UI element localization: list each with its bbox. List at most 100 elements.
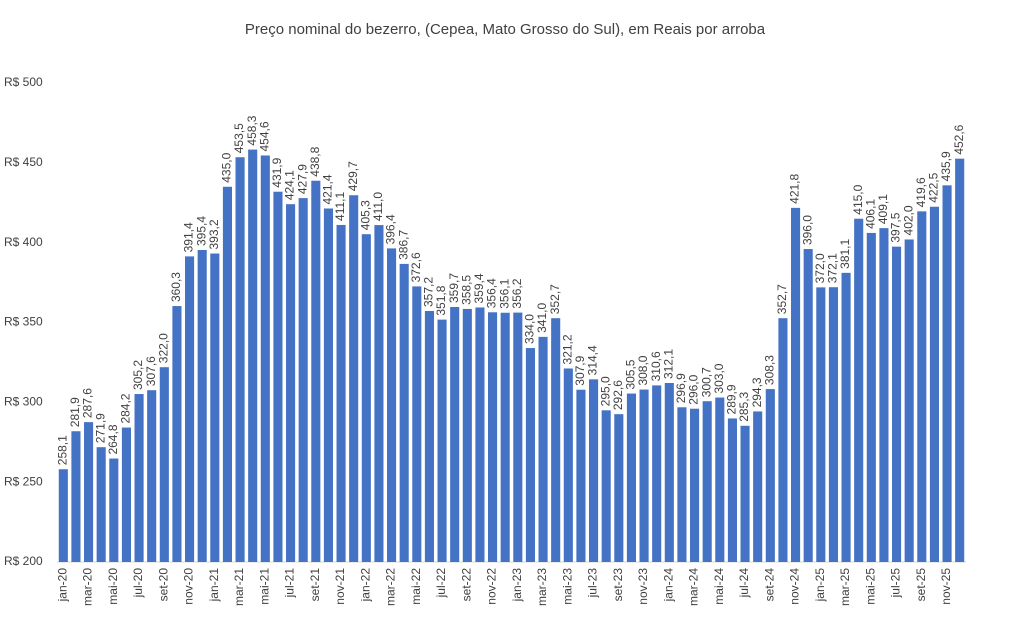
bar <box>740 425 750 562</box>
x-tick-label: jan-21 <box>207 568 221 603</box>
x-tick-label: set-22 <box>459 568 473 602</box>
x-tick-label: mar-21 <box>232 568 246 606</box>
data-label: 296,9 <box>674 373 688 403</box>
bar <box>929 206 939 562</box>
bar <box>298 198 308 562</box>
x-tick-label: jul-21 <box>283 568 297 599</box>
x-tick-label: nov-23 <box>636 568 650 605</box>
bar <box>424 311 434 562</box>
data-label: 405,3 <box>358 200 372 230</box>
bar <box>778 318 788 562</box>
bar <box>197 250 207 562</box>
bar <box>576 389 586 562</box>
bar <box>488 312 498 562</box>
data-label: 303,0 <box>712 363 726 393</box>
data-label: 359,7 <box>447 273 461 303</box>
bar <box>904 239 914 562</box>
data-label: 409,1 <box>876 194 890 224</box>
bar <box>374 225 384 562</box>
bar <box>147 390 157 562</box>
bar <box>765 389 775 562</box>
data-label: 258,1 <box>55 435 69 465</box>
data-label: 307,9 <box>573 355 587 385</box>
bar <box>185 256 195 562</box>
bar <box>121 427 131 562</box>
data-label: 458,3 <box>245 115 259 145</box>
data-label: 271,9 <box>93 413 107 443</box>
bar <box>159 367 169 562</box>
bar <box>753 411 763 562</box>
data-label: 352,7 <box>548 284 562 314</box>
bar <box>286 204 296 562</box>
bar <box>109 458 119 562</box>
bar <box>955 158 965 562</box>
data-label: 372,1 <box>826 253 840 283</box>
data-label: 402,0 <box>901 205 915 235</box>
data-label: 358,5 <box>459 275 473 305</box>
bar <box>58 469 68 562</box>
data-label: 341,0 <box>535 303 549 333</box>
x-tick-label: jul-22 <box>434 568 448 599</box>
bar <box>450 307 460 562</box>
data-label: 431,9 <box>270 157 284 187</box>
data-label: 292,6 <box>611 380 625 410</box>
bar <box>248 149 258 562</box>
x-tick-label: mai-20 <box>106 568 120 605</box>
bar <box>879 228 889 562</box>
bar <box>816 287 826 562</box>
data-label: 429,7 <box>346 161 360 191</box>
bar <box>942 185 952 563</box>
data-label: 356,4 <box>485 278 499 308</box>
x-tick-label: mar-24 <box>687 568 701 606</box>
data-label: 308,0 <box>636 355 650 385</box>
x-tick-label: set-23 <box>611 568 625 602</box>
bar <box>715 397 725 562</box>
bar <box>349 195 359 562</box>
bar <box>222 186 232 563</box>
bar <box>500 312 510 562</box>
x-tick-label: jul-25 <box>889 568 903 599</box>
bar <box>551 318 561 562</box>
bar <box>525 348 535 562</box>
data-label: 395,4 <box>194 216 208 246</box>
bar <box>563 368 573 562</box>
bar <box>690 408 700 562</box>
x-tick-label: nov-20 <box>182 568 196 605</box>
bar <box>336 224 346 562</box>
data-label: 427,9 <box>295 164 309 194</box>
data-label: 357,2 <box>422 277 436 307</box>
bar <box>437 319 447 562</box>
x-tick-label: nov-24 <box>788 568 802 605</box>
x-tick-label: jan-24 <box>661 568 675 603</box>
data-label: 287,6 <box>81 388 95 418</box>
bar <box>273 191 283 562</box>
data-label: 454,6 <box>257 121 271 151</box>
bar <box>727 418 737 562</box>
bar <box>387 248 397 562</box>
bar <box>589 379 599 562</box>
data-label: 284,2 <box>119 393 133 423</box>
x-tick-label: nov-25 <box>939 568 953 605</box>
data-label: 453,5 <box>232 123 246 153</box>
x-tick-label: mar-23 <box>535 568 549 606</box>
bar <box>462 308 472 562</box>
x-tick-label: nov-22 <box>485 568 499 605</box>
data-label: 300,7 <box>699 367 713 397</box>
y-tick-label: R$ 350 <box>4 315 43 329</box>
data-label: 305,5 <box>624 359 638 389</box>
y-tick-label: R$ 400 <box>4 235 43 249</box>
bar <box>614 414 624 562</box>
x-tick-label: mai-25 <box>863 568 877 605</box>
bar <box>866 232 876 562</box>
bar <box>361 234 371 562</box>
y-tick-label: R$ 200 <box>4 554 43 568</box>
bar <box>311 180 321 562</box>
y-tick-label: R$ 450 <box>4 155 43 169</box>
x-tick-label: set-21 <box>308 568 322 602</box>
x-tick-label: mai-23 <box>560 568 574 605</box>
data-label: 391,4 <box>182 222 196 252</box>
data-label: 396,0 <box>800 215 814 245</box>
x-tick-label: jan-25 <box>813 568 827 603</box>
